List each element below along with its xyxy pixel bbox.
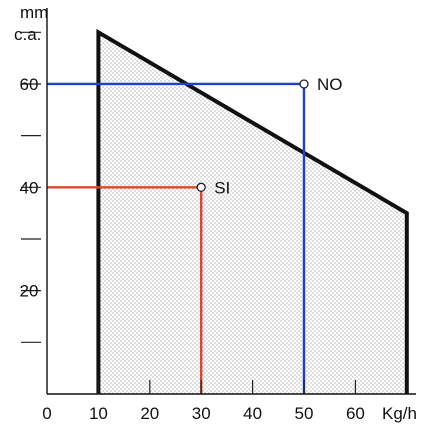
marker-point-no — [299, 79, 309, 89]
x-tick-label-40: 40 — [243, 404, 262, 423]
marker-label-si: SI — [214, 178, 230, 197]
x-tick-label-50: 50 — [295, 404, 314, 423]
x-axis-label: Kg/h — [382, 404, 417, 423]
x-tick-label-0: 0 — [42, 404, 51, 423]
labels-layer: mm c.a. Kg/h 0 10 20 30 40 50 60 20 40 60 NO SI — [14, 3, 417, 423]
y-tick-label-40: 40 — [20, 178, 39, 197]
region-layer — [96, 28, 409, 395]
y-axis-unit-ca: c.a. — [14, 25, 41, 44]
x-tick-label-20: 20 — [140, 404, 159, 423]
operating-region-fill — [98, 32, 407, 395]
operating-region-border — [96, 28, 409, 394]
y-axis-unit-mm: mm — [20, 3, 48, 22]
y-tick-label-60: 60 — [20, 75, 39, 94]
x-tick-label-60: 60 — [346, 404, 365, 423]
x-tick-label-30: 30 — [192, 404, 211, 423]
marker-lines — [47, 79, 309, 394]
marker-label-no: NO — [317, 75, 343, 94]
y-tick-label-20: 20 — [20, 282, 39, 301]
marker-point-si — [196, 182, 206, 192]
axes-layer — [21, 8, 416, 395]
x-tick-label-10: 10 — [89, 404, 108, 423]
